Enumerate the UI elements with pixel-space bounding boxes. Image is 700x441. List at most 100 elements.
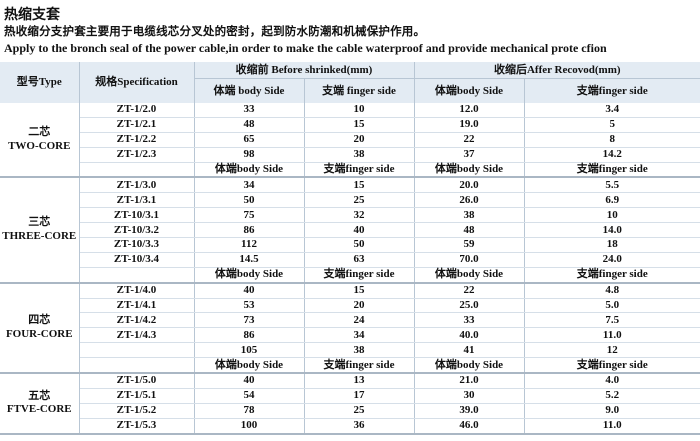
before-body-cell: 50 xyxy=(194,192,305,209)
before-finger-cell: 20 xyxy=(304,132,415,148)
header-before-shrinked: 收缩前 Before shrinked(mm) xyxy=(194,62,415,79)
subheader-cell: 支端finger side xyxy=(524,162,700,178)
after-finger-cell: 5.0 xyxy=(524,298,700,314)
header-after-body-side: 体端body Side xyxy=(414,78,525,103)
group-name-en: TWO-CORE xyxy=(8,139,71,152)
subheader-cell: 体端body Side xyxy=(414,162,525,178)
before-finger-cell: 38 xyxy=(304,342,415,359)
table-row: 105 38 41 12 xyxy=(0,342,700,359)
after-finger-cell: 11.0 xyxy=(524,418,700,435)
spec-cell: ZT-1/5.3 xyxy=(79,418,195,435)
after-finger-cell: 3.4 xyxy=(524,103,700,118)
subheader-cell: 体端body Side xyxy=(194,162,305,178)
table-row: ZT-1/3.1 50 25 26.0 6.9 xyxy=(0,192,700,209)
after-body-cell: 40.0 xyxy=(414,327,525,344)
after-body-cell: 19.0 xyxy=(414,117,525,133)
description-english: Apply to the bronch seal of the power ca… xyxy=(4,41,607,55)
after-body-cell: 48 xyxy=(414,222,525,239)
after-body-cell: 59 xyxy=(414,237,525,253)
before-body-cell: 112 xyxy=(194,237,305,253)
before-body-cell: 14.5 xyxy=(194,252,305,268)
header-after-finger-side: 支端finger side xyxy=(524,78,700,103)
after-finger-cell: 5 xyxy=(524,117,700,133)
after-body-cell: 33 xyxy=(414,312,525,329)
subheader-cell: 支端finger side xyxy=(524,357,700,374)
before-body-cell: 53 xyxy=(194,298,305,314)
header-specification: 规格Specification xyxy=(79,62,195,103)
group-name-en: FTVE-CORE xyxy=(6,403,72,416)
before-finger-cell: 34 xyxy=(304,327,415,344)
group-type-cell: 二芯 TWO-CORE xyxy=(0,103,80,178)
empty-cell xyxy=(79,357,195,374)
table-row: ZT-1/2.2 65 20 22 8 xyxy=(0,132,700,148)
group-type-cell: 四芯 FOUR-CORE xyxy=(0,281,80,374)
spec-cell: ZT-10/3.4 xyxy=(79,252,195,268)
table-row: ZT-10/3.4 14.5 63 70.0 24.0 xyxy=(0,252,700,268)
before-body-cell: 105 xyxy=(194,342,305,359)
after-finger-cell: 12 xyxy=(524,342,700,359)
group-name-cn: 四芯 xyxy=(28,314,51,327)
subheader-cell: 支端finger side xyxy=(304,267,415,284)
before-body-cell: 86 xyxy=(194,327,305,344)
before-finger-cell: 15 xyxy=(304,117,415,133)
table-row: ZT-10/3.2 86 40 48 14.0 xyxy=(0,222,700,239)
before-finger-cell: 25 xyxy=(304,192,415,209)
spec-cell: ZT-1/4.2 xyxy=(79,312,195,329)
before-finger-cell: 63 xyxy=(304,252,415,268)
table-row: 二芯 TWO-CORE ZT-1/2.0 33 10 12.0 3.4 xyxy=(0,103,700,178)
group-name-cn: 二芯 xyxy=(28,125,51,138)
header-before-body-side: 体端 body Side xyxy=(194,78,305,103)
before-finger-cell: 50 xyxy=(304,237,415,253)
after-body-cell: 46.0 xyxy=(414,418,525,435)
empty-cell xyxy=(79,162,195,178)
after-body-cell: 41 xyxy=(414,342,525,359)
before-finger-cell: 24 xyxy=(304,312,415,329)
before-body-cell: 48 xyxy=(194,117,305,133)
subheader-cell: 体端body Side xyxy=(414,267,525,284)
before-finger-cell: 32 xyxy=(304,207,415,224)
spec-cell: ZT-1/4.0 xyxy=(79,281,195,299)
group-type-cell: 五芯 FTVE-CORE xyxy=(0,372,80,435)
header-after-recovered: 收缩后Affer Recovod(mm) xyxy=(414,62,700,79)
after-finger-cell: 24.0 xyxy=(524,252,700,268)
table-body: 二芯 TWO-CORE ZT-1/2.0 33 10 12.0 3.4 ZT-1/2.1 48 1… xyxy=(0,103,700,435)
after-finger-cell: 8 xyxy=(524,132,700,148)
spec-cell: ZT-1/2.3 xyxy=(79,147,195,163)
after-body-cell: 20.0 xyxy=(414,176,525,194)
before-body-cell: 98 xyxy=(194,147,305,163)
spec-cell: ZT-10/3.2 xyxy=(79,222,195,239)
after-finger-cell: 5.2 xyxy=(524,388,700,404)
group-type-cell: 三芯 THREE-CORE xyxy=(0,176,80,283)
after-body-cell: 30 xyxy=(414,388,525,404)
after-finger-cell: 10 xyxy=(524,207,700,224)
subheader-cell: 体端body Side xyxy=(194,267,305,284)
table-row: ZT-1/4.2 73 24 33 7.5 xyxy=(0,312,700,329)
page-title: 热缩支套 xyxy=(4,8,60,23)
before-finger-cell: 20 xyxy=(304,298,415,314)
after-body-cell: 37 xyxy=(414,147,525,163)
table-row: ZT-1/4.1 53 20 25.0 5.0 xyxy=(0,298,700,314)
after-finger-cell: 18 xyxy=(524,237,700,253)
spec-cell xyxy=(79,342,195,359)
spec-cell: ZT-10/3.1 xyxy=(79,207,195,224)
spec-cell: ZT-1/5.2 xyxy=(79,403,195,419)
table-row: ZT-1/2.1 48 15 19.0 5 xyxy=(0,117,700,133)
before-finger-cell: 15 xyxy=(304,176,415,194)
before-finger-cell: 10 xyxy=(304,103,415,118)
before-body-cell: 40 xyxy=(194,372,305,389)
before-finger-cell: 25 xyxy=(304,403,415,419)
table-row: ZT-10/3.3 112 50 59 18 xyxy=(0,237,700,253)
after-finger-cell: 5.5 xyxy=(524,176,700,194)
subheader-row: 体端body Side 支端finger side 体端body Side 支端fin… xyxy=(0,357,700,374)
table-row: ZT-1/2.3 98 38 37 14.2 xyxy=(0,147,700,163)
spec-cell: ZT-1/3.1 xyxy=(79,192,195,209)
before-body-cell: 78 xyxy=(194,403,305,419)
header-type: 型号Type xyxy=(0,62,80,103)
before-body-cell: 100 xyxy=(194,418,305,435)
table-row: ZT-1/4.3 86 34 40.0 11.0 xyxy=(0,327,700,344)
table-row: 五芯 FTVE-CORE ZT-1/5.0 40 13 21.0 4.0 xyxy=(0,372,700,435)
table-row: ZT-10/3.1 75 32 38 10 xyxy=(0,207,700,224)
header-before-finger-side: 支端 finger side xyxy=(304,78,415,103)
before-finger-cell: 15 xyxy=(304,281,415,299)
table-row: ZT-1/5.3 100 36 46.0 11.0 xyxy=(0,418,700,435)
